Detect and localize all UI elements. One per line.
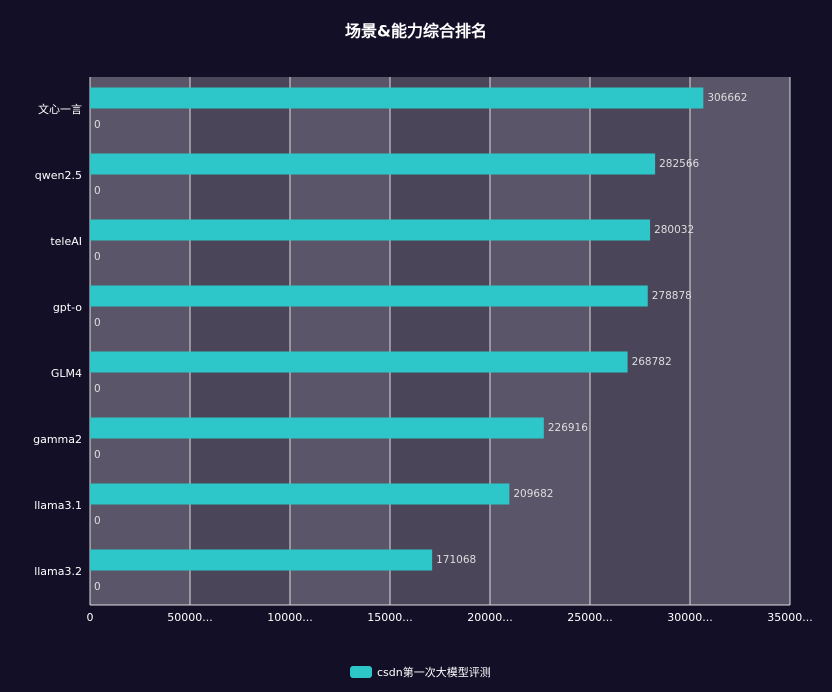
data-label: 209682	[513, 488, 553, 500]
x-tick-label: 50000...	[167, 611, 212, 624]
y-tick-label: teleAI	[50, 235, 82, 248]
bar	[90, 549, 433, 571]
y-tick-label: gamma2	[33, 433, 82, 446]
data-label: 226916	[548, 422, 588, 434]
x-tick-label: 0	[87, 611, 94, 624]
x-tick-label: 35000...	[767, 611, 812, 624]
data-label: 280032	[654, 224, 694, 236]
data-label: 278878	[652, 290, 692, 302]
bar	[90, 483, 510, 505]
y-tick-label: 文心一言	[38, 102, 82, 116]
y-tick-label: gpt-o	[53, 301, 82, 314]
data-label: 0	[94, 581, 101, 593]
x-tick-label: 10000...	[267, 611, 312, 624]
legend-swatch	[350, 666, 372, 678]
bar	[90, 219, 651, 241]
y-tick-label: qwen2.5	[35, 169, 82, 182]
data-label: 0	[94, 515, 101, 527]
data-label: 268782	[632, 356, 672, 368]
x-tick-label: 15000...	[367, 611, 412, 624]
bar	[90, 351, 628, 373]
data-label: 0	[94, 119, 101, 131]
plot-band	[690, 77, 790, 605]
bar	[90, 417, 544, 439]
data-label: 0	[94, 449, 101, 461]
x-tick-label: 25000...	[567, 611, 612, 624]
y-tick-label: llama3.2	[34, 565, 82, 578]
legend-label: csdn第一次大模型评测	[377, 665, 491, 679]
y-tick-label: llama3.1	[34, 499, 82, 512]
y-tick-label: GLM4	[51, 367, 82, 380]
data-label: 0	[94, 383, 101, 395]
data-label: 0	[94, 185, 101, 197]
bar	[90, 87, 704, 109]
data-label: 171068	[436, 554, 476, 566]
data-label: 0	[94, 251, 101, 263]
data-label: 306662	[707, 92, 747, 104]
data-label: 0	[94, 317, 101, 329]
chart-title: 场景&能力综合排名	[345, 22, 487, 41]
bar	[90, 285, 648, 307]
bar	[90, 153, 656, 175]
x-tick-label: 20000...	[467, 611, 512, 624]
x-tick-label: 30000...	[667, 611, 712, 624]
data-label: 282566	[659, 158, 699, 170]
